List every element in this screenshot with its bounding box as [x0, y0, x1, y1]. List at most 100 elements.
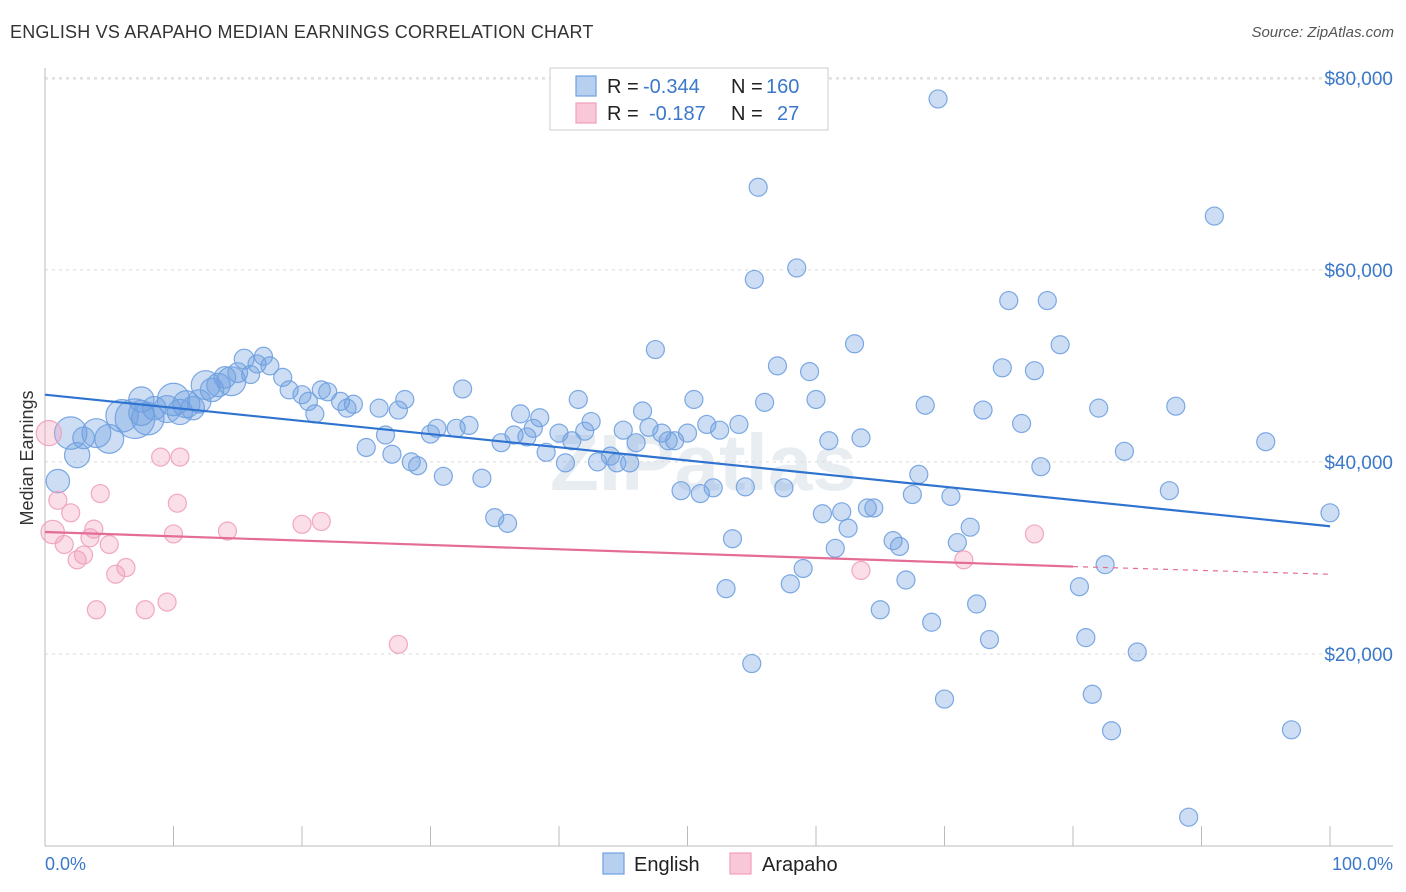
english-point-77 — [645, 339, 665, 360]
bottom-legend-arapaho-swatch — [729, 852, 752, 875]
legend-arapaho-n-label: N = — [731, 103, 763, 125]
axes — [44, 68, 1393, 847]
english-point-60 — [523, 418, 543, 438]
arapaho-trendline-extension — [1072, 565, 1331, 575]
english-point-126 — [973, 400, 993, 420]
english-point-91 — [735, 477, 755, 497]
english-point-21 — [213, 365, 237, 389]
arapaho-point-10 — [90, 483, 110, 504]
english-point-136 — [1076, 628, 1096, 648]
arapaho-point-0 — [35, 419, 63, 447]
english-point-129 — [999, 290, 1019, 311]
english-point-114 — [889, 536, 910, 557]
english-point-33 — [305, 404, 325, 424]
english-point-118 — [915, 395, 935, 415]
bottom-legend-arapaho-label: Arapaho — [762, 854, 838, 876]
english-point-110 — [857, 498, 878, 518]
english-point-67 — [575, 421, 595, 441]
english-point-130 — [1011, 413, 1032, 434]
english-point-88 — [716, 579, 736, 599]
arapaho-point-26 — [1024, 524, 1045, 544]
english-point-123 — [947, 532, 967, 553]
english-point-106 — [832, 502, 852, 522]
english-point-137 — [1082, 684, 1102, 704]
english-point-149 — [1320, 503, 1340, 523]
arapaho-point-23 — [388, 634, 408, 654]
english-point-65 — [562, 431, 582, 451]
english-point-56 — [498, 513, 518, 533]
english-point-144 — [1166, 396, 1186, 416]
english-point-112 — [870, 600, 890, 620]
english-point-61 — [530, 408, 550, 428]
english-point-99 — [787, 258, 807, 278]
arapaho-point-13 — [116, 557, 136, 578]
english-point-96 — [767, 356, 788, 376]
arapaho-point-25 — [954, 550, 974, 570]
english-point-145 — [1179, 807, 1199, 827]
english-point-146 — [1204, 206, 1224, 226]
english-point-86 — [703, 478, 723, 498]
english-point-148 — [1281, 720, 1302, 740]
english-point-75 — [632, 401, 653, 421]
english-point-97 — [774, 478, 794, 498]
english-point-135 — [1069, 577, 1090, 597]
english-point-62 — [536, 442, 556, 462]
english-point-127 — [979, 629, 1000, 650]
tick-labels: $20,000 $40,000 $60,000 $80,000 0.0% 100.0% — [45, 69, 1393, 874]
english-point-102 — [806, 389, 826, 410]
arapaho-point-9 — [86, 600, 107, 620]
english-point-109 — [851, 428, 871, 448]
english-point-119 — [922, 612, 942, 632]
english-point-105 — [825, 538, 845, 558]
legend-english-n-label: N = — [731, 76, 763, 98]
y-tick-label-0: $20,000 — [1324, 645, 1393, 666]
bottom-legend: English Arapaho — [602, 852, 838, 876]
legend-arapaho-n-value: 27 — [777, 103, 799, 125]
english-point-94 — [744, 269, 764, 290]
english-point-124 — [960, 517, 980, 537]
english-point-38 — [343, 394, 363, 414]
english-point-116 — [902, 484, 922, 505]
english-point-111 — [864, 498, 884, 518]
english-point-83 — [684, 389, 704, 410]
english-point-139 — [1095, 555, 1115, 575]
english-point-52 — [459, 415, 479, 436]
english-point-121 — [934, 689, 955, 709]
english-point-30 — [279, 380, 299, 400]
english-point-19 — [199, 377, 225, 403]
english-point-20 — [206, 372, 231, 398]
english-trendline — [44, 393, 1331, 528]
english-point-138 — [1089, 398, 1109, 418]
arapaho-point-2 — [48, 490, 68, 510]
english-point-7 — [114, 398, 156, 440]
legend-english-r-value: -0.344 — [643, 76, 700, 98]
english-point-103 — [812, 504, 833, 524]
arapaho-point-11 — [99, 534, 119, 555]
english-point-66 — [568, 389, 588, 410]
english-point-100 — [793, 558, 813, 579]
english-point-115 — [896, 570, 916, 590]
arapaho-point-19 — [170, 447, 190, 467]
english-point-117 — [909, 464, 929, 484]
english-point-133 — [1037, 290, 1057, 311]
y-tick-label-2: $60,000 — [1324, 261, 1393, 282]
english-point-79 — [658, 431, 678, 451]
legend-english-r-label: R = — [607, 76, 639, 98]
english-point-92 — [742, 653, 762, 674]
english-point-58 — [510, 404, 531, 424]
english-point-125 — [967, 594, 987, 614]
english-point-68 — [581, 411, 601, 432]
legend: R = -0.344 N = 160 R = -0.187 N = 27 — [549, 67, 829, 131]
english-point-101 — [799, 362, 820, 382]
english-point-64 — [555, 453, 576, 473]
english-point-140 — [1101, 721, 1122, 741]
english-point-9 — [131, 401, 165, 436]
arapaho-point-4 — [61, 503, 81, 523]
english-point-95 — [754, 392, 775, 412]
arapaho-point-20 — [217, 521, 238, 541]
legend-arapaho-r-label: R = — [607, 103, 639, 125]
arapaho-series — [35, 419, 1045, 654]
arapaho-point-15 — [151, 447, 171, 467]
arapaho-point-22 — [311, 511, 331, 532]
english-point-122 — [941, 486, 961, 507]
